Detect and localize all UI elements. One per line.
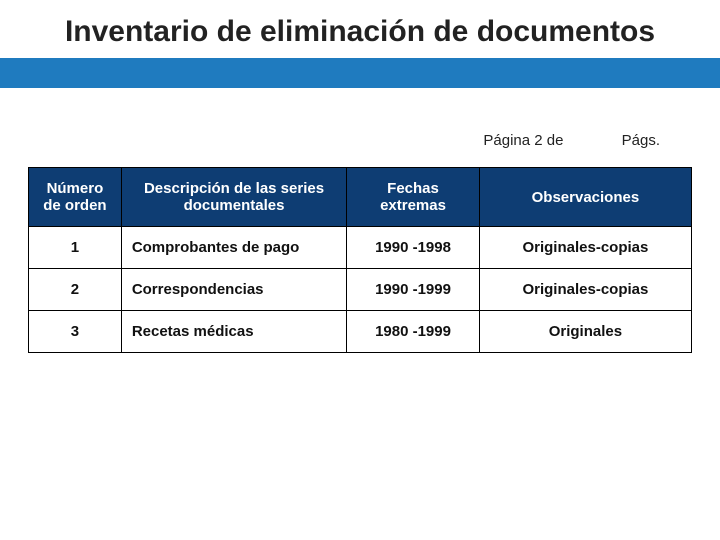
cell-orden: 3 — [29, 311, 122, 353]
page-info: Página 2 de Págs. — [0, 132, 720, 149]
title-underline-bar — [0, 58, 720, 88]
table-row: 3 Recetas médicas 1980 -1999 Originales — [29, 311, 692, 353]
cell-desc: Recetas médicas — [121, 311, 346, 353]
page-total-label: Págs. — [622, 132, 660, 149]
table-row: 2 Correspondencias 1990 -1999 Originales… — [29, 269, 692, 311]
inventory-table: Número de orden Descripción de las serie… — [28, 167, 692, 353]
cell-obs: Originales-copias — [479, 227, 691, 269]
col-header-obs: Observaciones — [479, 168, 691, 227]
cell-orden: 1 — [29, 227, 122, 269]
page-current-label: Página 2 de — [483, 132, 563, 149]
col-header-fechas: Fechas extremas — [347, 168, 480, 227]
cell-desc: Comprobantes de pago — [121, 227, 346, 269]
table-header-row: Número de orden Descripción de las serie… — [29, 168, 692, 227]
cell-obs: Originales-copias — [479, 269, 691, 311]
page-title: Inventario de eliminación de documentos — [0, 0, 720, 58]
cell-desc: Correspondencias — [121, 269, 346, 311]
cell-orden: 2 — [29, 269, 122, 311]
table-row: 1 Comprobantes de pago 1990 -1998 Origin… — [29, 227, 692, 269]
col-header-desc: Descripción de las series documentales — [121, 168, 346, 227]
cell-fechas: 1990 -1999 — [347, 269, 480, 311]
cell-fechas: 1980 -1999 — [347, 311, 480, 353]
col-header-orden: Número de orden — [29, 168, 122, 227]
cell-fechas: 1990 -1998 — [347, 227, 480, 269]
cell-obs: Originales — [479, 311, 691, 353]
